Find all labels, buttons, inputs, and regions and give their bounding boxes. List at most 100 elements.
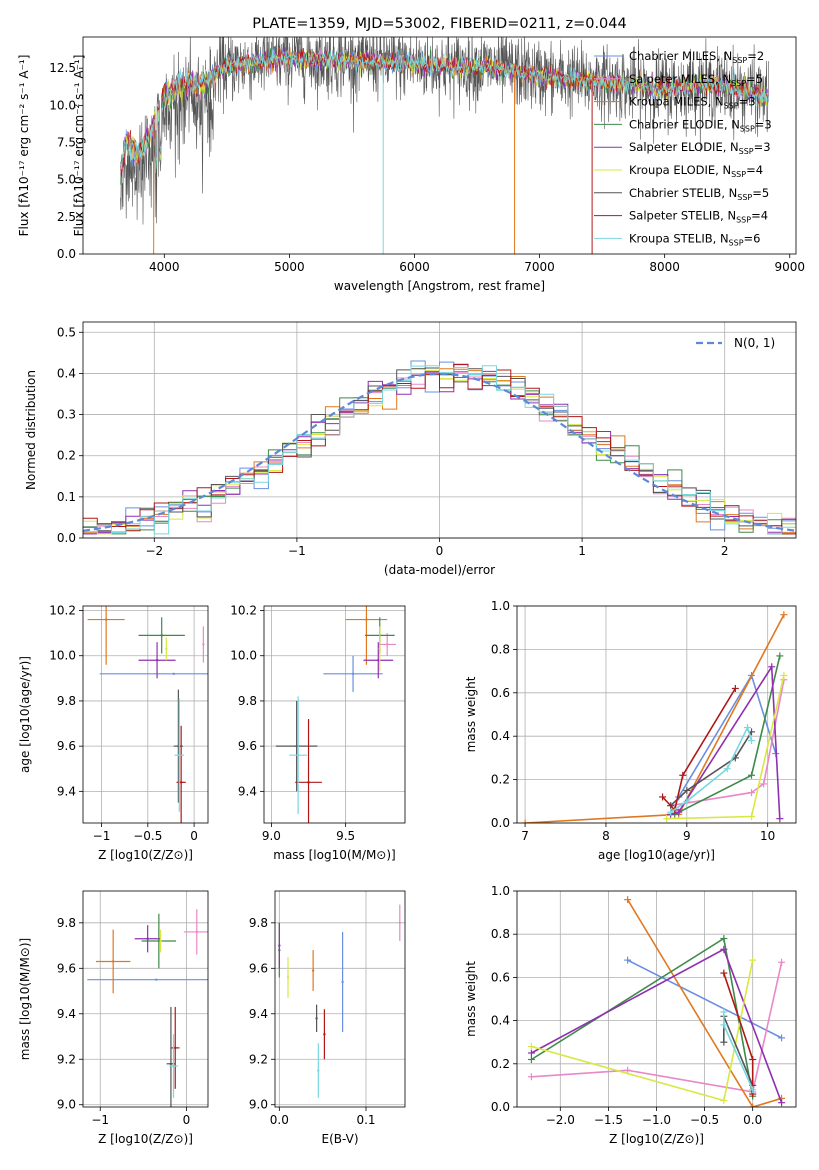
panel-spectrum: 4000 5000 6000 7000 8000 9000 0.0 2.5 5.0 7.5 10.0… — [17, 16, 805, 293]
y-tick-label: 12.5 — [49, 61, 76, 75]
y-tick-label: 9.4 — [57, 1007, 76, 1021]
y-tick-label: 10.0 — [49, 649, 76, 663]
y-tick-label: 9.4 — [57, 784, 76, 798]
weight-marker — [679, 771, 687, 779]
x-tick-label: −1 — [91, 1113, 109, 1127]
weight-marker — [776, 652, 784, 660]
y-tick-label: 0.5 — [57, 325, 76, 339]
data-point — [172, 672, 175, 676]
data-point — [155, 978, 158, 981]
y-tick-label: 1.0 — [491, 884, 510, 898]
x-tick-label: 8000 — [649, 260, 680, 274]
data-point — [398, 921, 401, 925]
data-point — [202, 643, 205, 646]
y-tick-label: 0.2 — [57, 449, 76, 463]
y-tick-label: 9.0 — [57, 1098, 76, 1112]
legend-entry: N(0, 1) — [734, 336, 775, 350]
x-tick-label: 9.0 — [262, 829, 281, 843]
weight-marker — [624, 956, 632, 964]
y-axis-label: Flux [fλ10⁻¹⁷ erg cm⁻² s⁻¹ A⁻¹] — [72, 55, 86, 237]
panel-residuals: −2 −1 0 1 2 0.0 0.1 0.2 0.3 0.4 0.5 (data-model)/er… — [24, 321, 797, 577]
x-tick-label: 8 — [602, 829, 610, 843]
spectrum-observed-line — [120, 37, 769, 225]
weight-series-line — [531, 962, 783, 1093]
x-tick-label: −0.5 — [690, 1113, 719, 1127]
legend-entry: Salpeter ELODIE, NSSP=3 — [629, 140, 771, 156]
y-tick-label: 9.2 — [57, 1052, 76, 1066]
axes-frame — [82, 890, 209, 1108]
data-point — [323, 1033, 326, 1036]
y-tick-label: 0.6 — [491, 970, 510, 984]
plot-area-age-vs-mass — [275, 606, 397, 823]
y-tick-label: 9.6 — [238, 739, 257, 753]
y-axis-label: mass weight — [464, 676, 478, 752]
weight-marker — [663, 815, 671, 823]
x-tick-label: −2.0 — [546, 1113, 575, 1127]
y-tick-label: 0.4 — [491, 1014, 510, 1028]
weight-series-line — [662, 688, 736, 812]
weight-marker — [748, 737, 756, 745]
x-tick-label: 10 — [760, 829, 775, 843]
y-tick-label: 0.0 — [57, 531, 76, 545]
weight-marker — [778, 958, 786, 966]
weight-marker — [749, 1086, 757, 1094]
weight-series-line — [670, 731, 753, 807]
x-axis-label: (data-model)/error — [384, 563, 495, 577]
weight-marker — [731, 684, 739, 692]
y-axis-label: Flux [fλ10⁻¹⁷ erg cm⁻² s⁻¹ A⁻¹] — [17, 55, 31, 237]
axes-frame — [82, 36, 797, 255]
weight-marker — [760, 780, 768, 788]
y-tick-label: 9.6 — [57, 739, 76, 753]
legend-entry: Chabrier STELIB, NSSP=5 — [629, 186, 769, 202]
y-tick-label: 9.8 — [57, 694, 76, 708]
x-axis-label: mass [log10(M/M⊙)] — [273, 848, 395, 862]
spectrum-model-line — [120, 49, 769, 174]
normal-curve — [83, 372, 796, 532]
y-axis-label: Normed distribution — [24, 370, 38, 490]
legend-name: Salpeter ELODIE — [629, 140, 723, 154]
x-axis-label: Z [log10(Z/Z⊙)] — [98, 1132, 193, 1146]
x-tick-label: −1.5 — [594, 1113, 623, 1127]
axes-frame — [516, 605, 797, 824]
weight-marker — [778, 1034, 786, 1042]
weight-marker — [748, 812, 756, 820]
data-point — [157, 939, 161, 943]
x-tick-label: 0 — [436, 544, 444, 558]
legend-name: Kroupa STELIB — [629, 231, 713, 245]
data-point — [351, 672, 355, 676]
weight-marker — [659, 793, 667, 801]
y-tick-label: 10.0 — [230, 649, 257, 663]
weight-marker — [720, 1008, 728, 1016]
weight-marker — [624, 1066, 632, 1074]
data-point — [159, 939, 162, 943]
weight-marker — [720, 969, 728, 977]
legend-entry: Kroupa ELODIE, NSSP=4 — [629, 163, 763, 179]
weight-marker — [720, 1021, 728, 1029]
axes-frame — [82, 321, 797, 539]
data-point — [178, 753, 181, 757]
weight-marker — [778, 1099, 786, 1107]
histogram-series — [83, 365, 796, 535]
x-axis-label: E(B-V) — [321, 1132, 358, 1146]
data-point — [317, 1069, 320, 1072]
legend-name: Chabrier MILES — [629, 49, 716, 63]
x-tick-label: 0.0 — [743, 1113, 762, 1127]
y-tick-label: 10.2 — [230, 604, 257, 618]
y-tick-label: 9.0 — [249, 1098, 268, 1112]
histogram-series — [83, 364, 796, 535]
data-point — [165, 647, 168, 651]
weight-marker — [720, 935, 728, 943]
plot-area-mass-vs-Z — [87, 909, 208, 1107]
y-tick-label: 0.8 — [491, 927, 510, 941]
weight-series-line — [627, 959, 782, 1039]
y-axis-label: mass [log10(M/M⊙)] — [18, 938, 32, 1060]
data-point — [278, 944, 281, 947]
y-tick-label: 0.0 — [491, 1100, 510, 1114]
y-tick-label: 5.0 — [57, 173, 76, 187]
x-tick-label: 0.1 — [356, 1113, 375, 1127]
y-tick-label: 0.1 — [57, 490, 76, 504]
weight-marker — [749, 1103, 757, 1107]
data-point — [155, 659, 159, 662]
weight-marker — [768, 663, 776, 671]
x-tick-label: −2 — [145, 544, 163, 558]
